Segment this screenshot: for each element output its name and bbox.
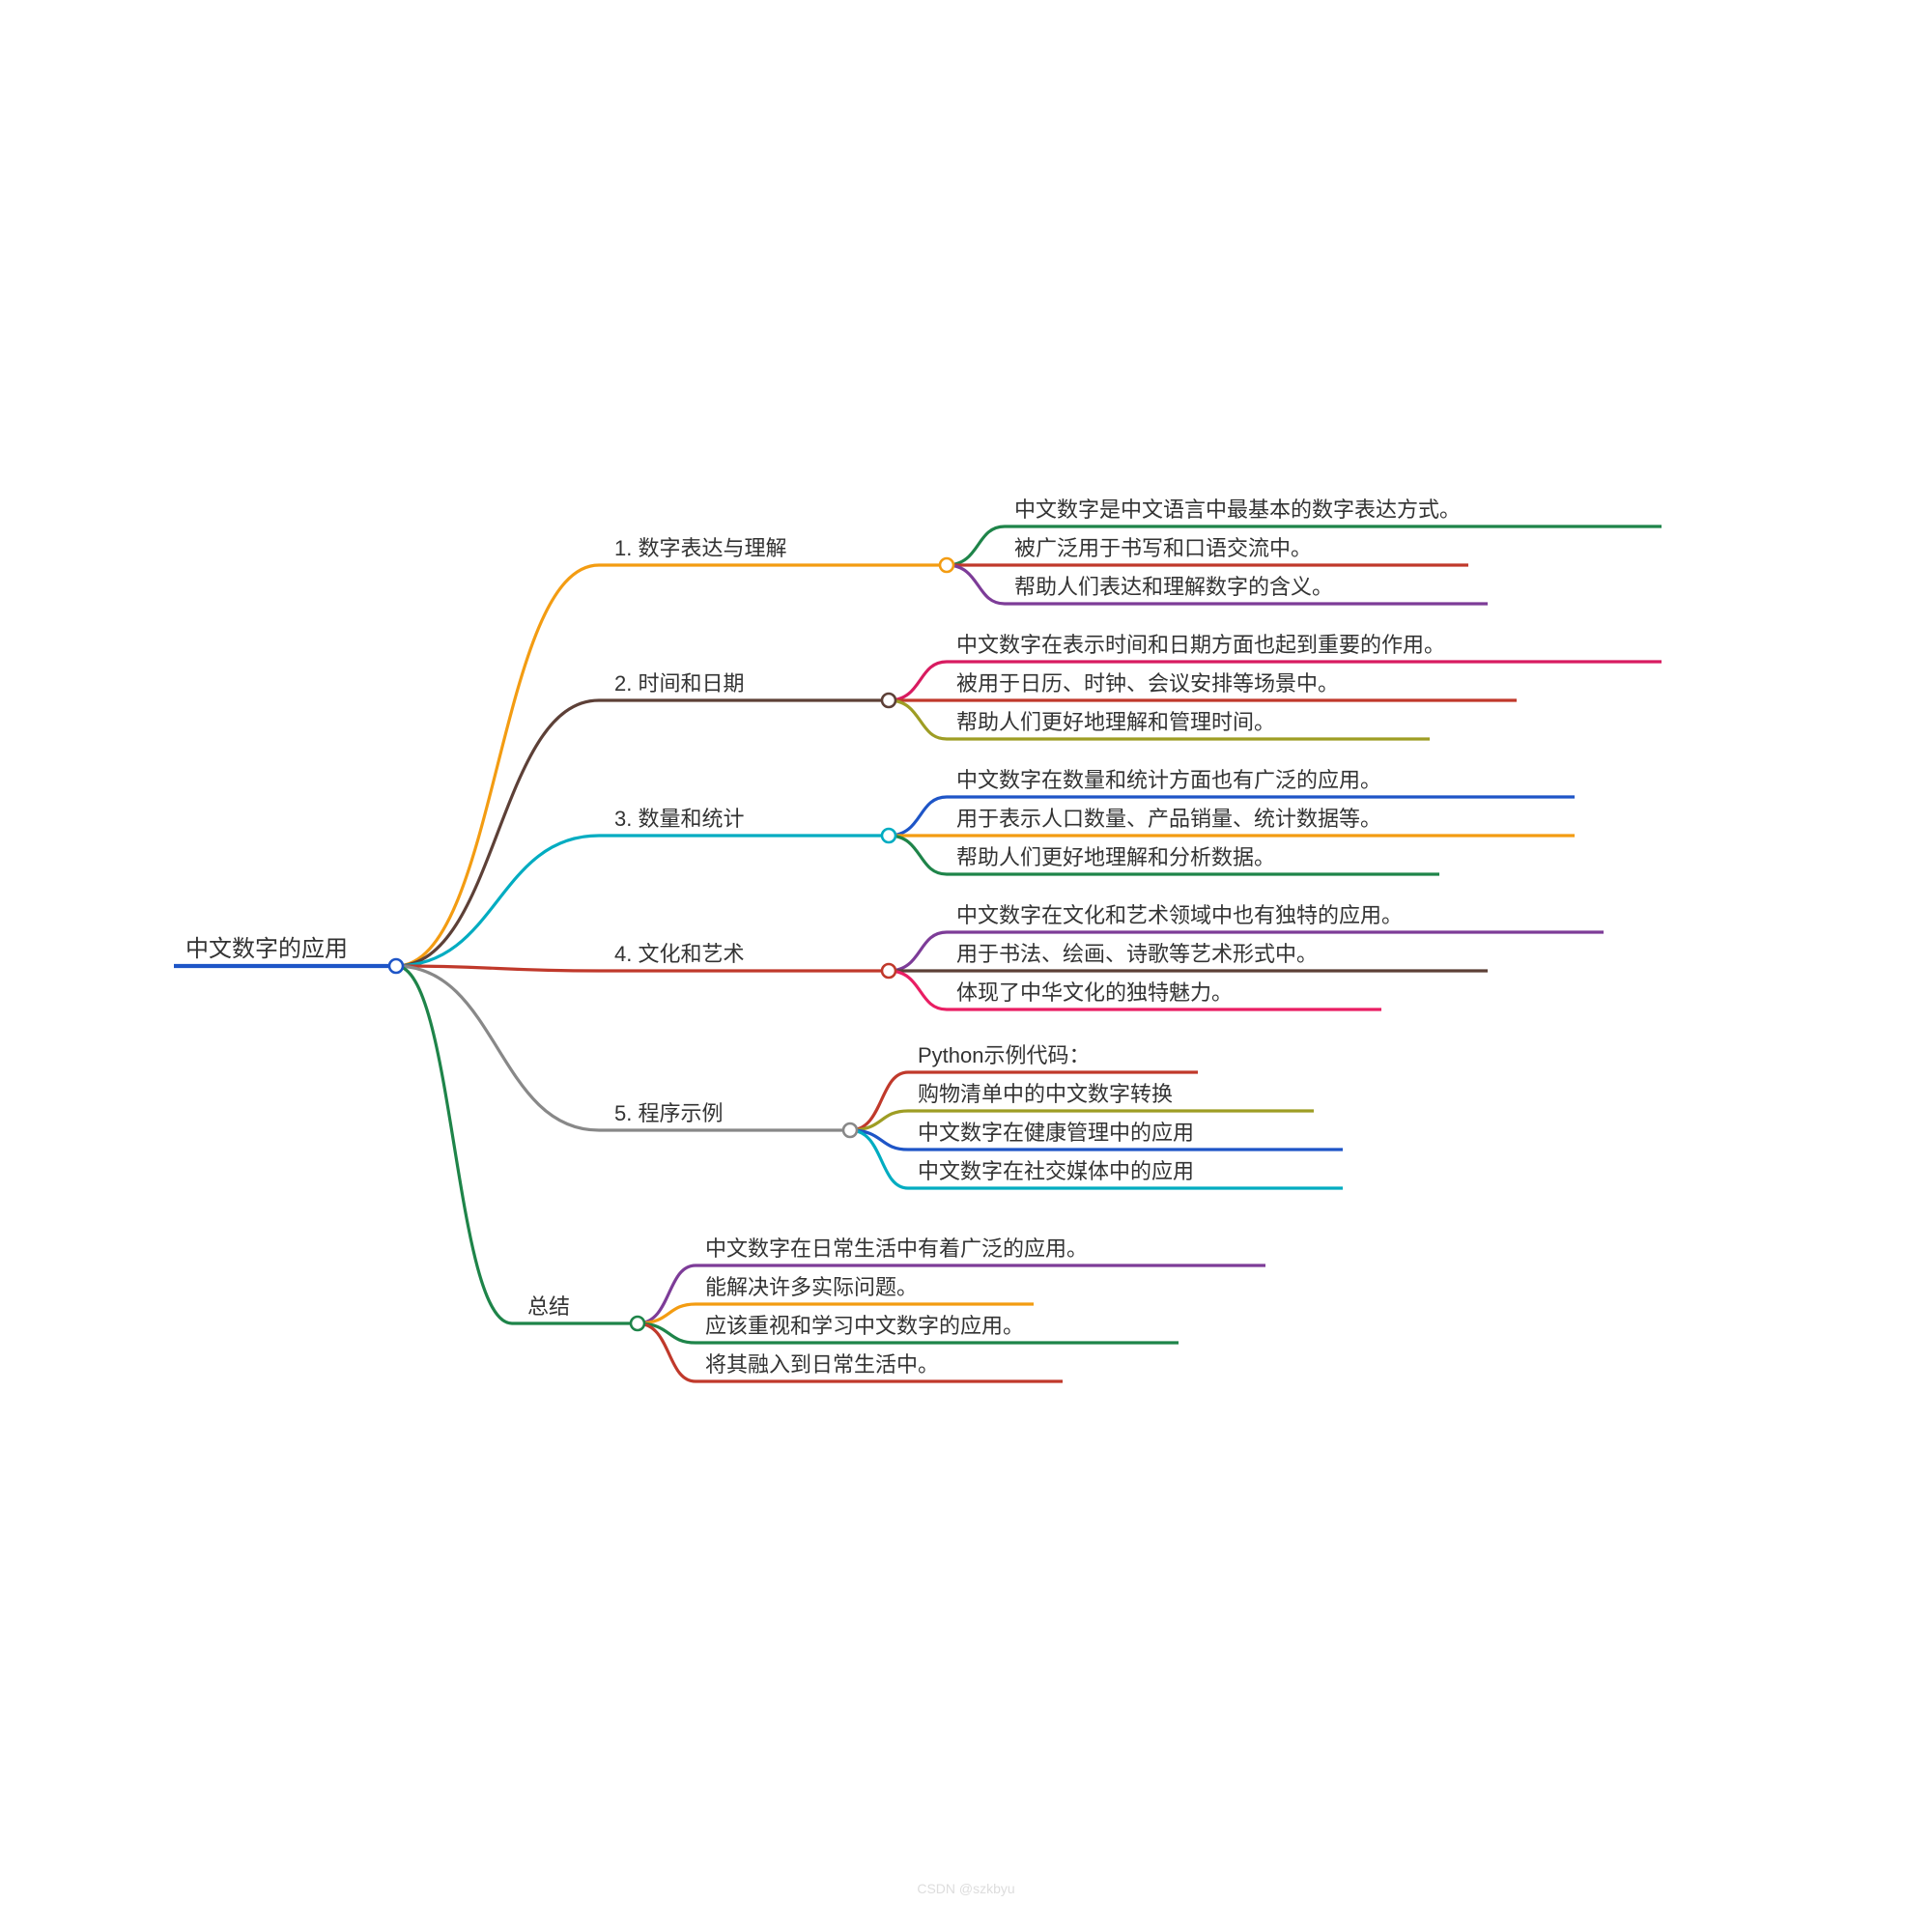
watermark: CSDN @szkbyu <box>917 1881 1014 1896</box>
leaf-label: Python示例代码： <box>918 1043 1091 1067</box>
leaf-label: 被用于日历、时钟、会议安排等场景中。 <box>956 671 1339 696</box>
leaf-connector <box>889 836 947 874</box>
branch-label: 2. 时间和日期 <box>614 671 744 696</box>
root-label: 中文数字的应用 <box>185 936 348 962</box>
leaf-label: 中文数字在文化和艺术领域中也有独特的应用。 <box>956 903 1403 927</box>
leaf-connector <box>889 971 947 1009</box>
branch-label: 3. 数量和统计 <box>614 807 744 831</box>
leaf-connector <box>889 797 947 836</box>
branch-label: 1. 数字表达与理解 <box>614 536 786 560</box>
branch-node <box>940 558 953 572</box>
branch-connector <box>396 966 599 971</box>
leaf-label: 应该重视和学习中文数字的应用。 <box>705 1314 1024 1338</box>
branch-label: 总结 <box>527 1294 570 1319</box>
branch-node <box>882 829 895 842</box>
branch-connector <box>396 700 599 966</box>
leaf-connector <box>947 526 1005 565</box>
leaf-label: 购物清单中的中文数字转换 <box>918 1082 1173 1106</box>
leaf-connector <box>889 700 947 739</box>
leaf-label: 能解决许多实际问题。 <box>705 1275 918 1299</box>
leaf-label: 中文数字在表示时间和日期方面也起到重要的作用。 <box>956 633 1445 657</box>
leaf-label: 帮助人们表达和理解数字的含义。 <box>1014 575 1333 599</box>
leaf-connector <box>889 932 947 971</box>
branch-connector <box>396 966 512 1323</box>
leaf-label: 体现了中华文化的独特魅力。 <box>956 980 1233 1005</box>
branch-connector <box>396 836 599 966</box>
leaf-connector <box>947 565 1005 604</box>
leaf-connector <box>889 662 947 700</box>
branch-node <box>882 964 895 978</box>
leaf-label: 中文数字在日常生活中有着广泛的应用。 <box>705 1236 1088 1261</box>
leaf-label: 将其融入到日常生活中。 <box>705 1352 939 1377</box>
leaf-label: 中文数字是中文语言中最基本的数字表达方式。 <box>1014 497 1461 522</box>
leaf-label: 用于书法、绘画、诗歌等艺术形式中。 <box>956 942 1318 966</box>
branch-node <box>843 1123 857 1137</box>
root-node <box>389 959 403 973</box>
leaf-label: 帮助人们更好地理解和管理时间。 <box>956 710 1275 734</box>
leaf-label: 帮助人们更好地理解和分析数据。 <box>956 845 1275 869</box>
branch-connector <box>396 565 599 966</box>
branch-node <box>882 694 895 707</box>
leaf-label: 中文数字在健康管理中的应用 <box>918 1121 1194 1145</box>
branch-label: 5. 程序示例 <box>614 1101 723 1125</box>
branch-label: 4. 文化和艺术 <box>614 942 744 966</box>
branch-connector <box>396 966 599 1130</box>
leaf-label: 中文数字在社交媒体中的应用 <box>918 1159 1194 1183</box>
branch-node <box>631 1317 644 1330</box>
leaf-label: 用于表示人口数量、产品销量、统计数据等。 <box>956 807 1381 831</box>
leaf-label: 被广泛用于书写和口语交流中。 <box>1014 536 1312 560</box>
mindmap: 中文数字的应用 1. 数字表达与理解 中文数字是中文语言中最基本的数字表达方式。被广… <box>0 0 1932 1932</box>
leaf-label: 中文数字在数量和统计方面也有广泛的应用。 <box>956 768 1381 792</box>
